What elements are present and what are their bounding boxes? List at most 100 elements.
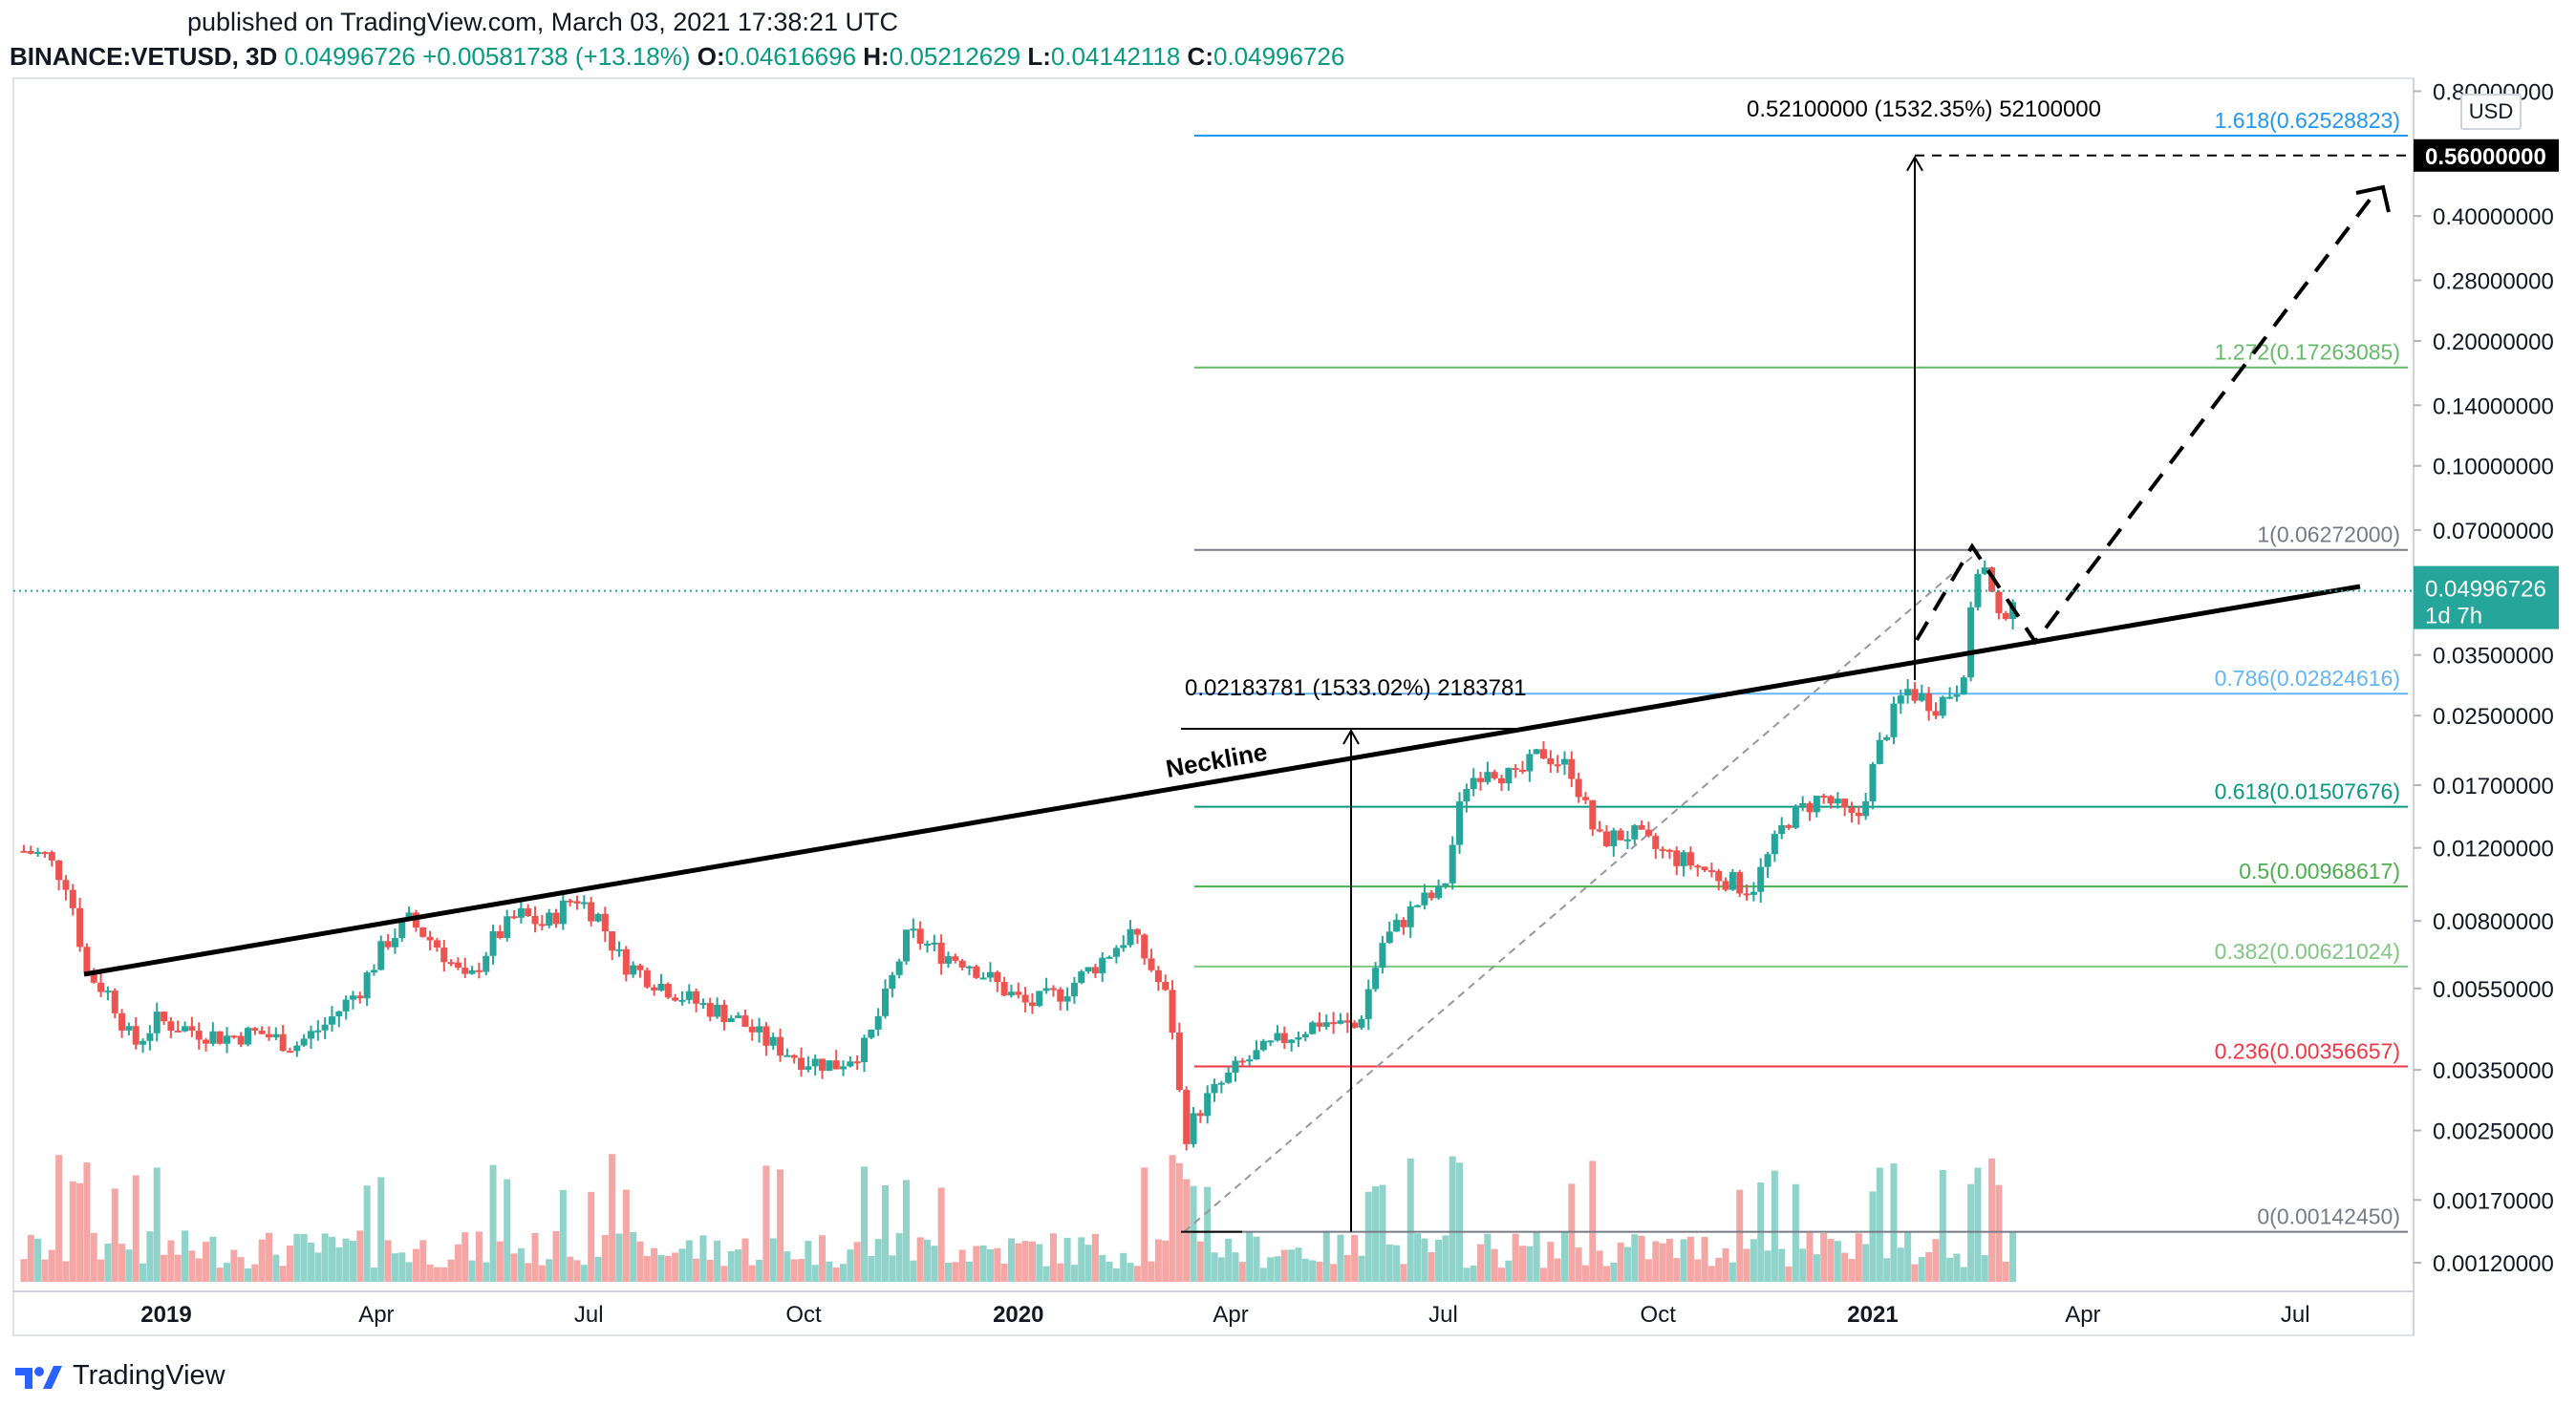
candle-body: [1007, 991, 1015, 996]
candle-body: [1463, 789, 1470, 802]
volume-bar: [1421, 1238, 1428, 1282]
x-tick-label: Jul: [1428, 1302, 1458, 1328]
candle-body: [832, 1060, 840, 1070]
x-tick-label: Apr: [1213, 1302, 1248, 1328]
candle-body: [1581, 797, 1589, 800]
candle-body: [55, 860, 63, 881]
candle-body: [34, 852, 42, 855]
volume-bar: [580, 1265, 588, 1282]
fib-level-label: 0.382(0.00621024): [2215, 939, 2400, 964]
fib-level-label: 0.5(0.00968617): [2239, 859, 2400, 884]
candle-body: [1715, 870, 1723, 882]
volume-bar: [1148, 1261, 1155, 1282]
volume-bar: [923, 1239, 931, 1282]
volume-bar: [973, 1246, 980, 1282]
volume-bar: [153, 1167, 161, 1282]
volume-bar: [748, 1265, 756, 1282]
candle-body: [588, 902, 595, 922]
volume-bar: [630, 1232, 637, 1282]
volume-bar: [1190, 1185, 1197, 1282]
candle-body: [335, 1011, 343, 1017]
volume-bar: [958, 1249, 966, 1282]
volume-bar: [1028, 1241, 1036, 1282]
candle-body: [1722, 881, 1729, 890]
brand-name: TradingView: [73, 1360, 225, 1391]
candle-body: [321, 1024, 329, 1031]
volume-bar: [2002, 1261, 2009, 1282]
candle-body: [62, 880, 70, 890]
volume-bar: [1057, 1263, 1064, 1282]
change-value: +0.00581738 (+13.18%): [422, 42, 691, 71]
volume-bar: [1939, 1169, 1946, 1282]
candle-body: [1322, 1022, 1330, 1027]
candle-body: [1631, 825, 1639, 840]
candle-body: [1372, 968, 1380, 990]
candle-body: [1799, 802, 1807, 806]
volume-bar: [1259, 1268, 1267, 1282]
candle-body: [342, 999, 350, 1012]
volume-bar: [356, 1230, 364, 1282]
candle-body: [356, 995, 364, 999]
candle-body: [1827, 796, 1835, 804]
volume-bar: [777, 1169, 784, 1282]
candle-body: [567, 900, 574, 903]
candle-body: [1337, 1020, 1344, 1024]
volume-bar: [847, 1249, 854, 1282]
volume-bar: [1372, 1186, 1380, 1282]
candle-body: [805, 1066, 812, 1070]
volume-bar: [531, 1233, 539, 1282]
volume-bar: [1042, 1266, 1050, 1282]
currency-label[interactable]: USD: [2460, 94, 2522, 130]
volume-bar: [1309, 1260, 1317, 1282]
candle-body: [1491, 772, 1498, 778]
volume-bar: [1967, 1183, 1975, 1282]
y-tick-label: 0.01700000: [2433, 774, 2554, 799]
candle-body: [573, 901, 581, 904]
candle-body: [1379, 943, 1386, 969]
symbol-label[interactable]: BINANCE:VETUSD, 3D: [10, 42, 278, 71]
volume-bar: [1078, 1237, 1085, 1282]
fib-level-label: 1(0.06272000): [2257, 522, 2400, 547]
open-label: O:: [697, 42, 725, 71]
volume-bar: [69, 1181, 76, 1282]
volume-bar: [1841, 1252, 1849, 1282]
candle-body: [1288, 1039, 1296, 1043]
volume-bar: [41, 1259, 49, 1282]
candle-body: [1694, 865, 1702, 868]
candle-body: [580, 902, 588, 905]
candle-body: [979, 977, 987, 980]
candle-body: [489, 930, 497, 956]
candle-body: [1274, 1033, 1281, 1041]
candle-body: [1665, 849, 1673, 852]
volume-bar: [1988, 1158, 1996, 1282]
candle-body: [118, 1012, 126, 1031]
volume-bar: [1036, 1244, 1043, 1282]
volume-bar: [1855, 1233, 1862, 1282]
y-tick-label: 0.10000000: [2433, 455, 2554, 480]
volume-bar: [104, 1243, 112, 1282]
candle-body: [1533, 749, 1540, 755]
volume-bar: [1316, 1261, 1323, 1282]
volume-bar: [1764, 1250, 1771, 1282]
volume-bar: [853, 1242, 861, 1282]
candle-body: [146, 1033, 154, 1041]
candle-body: [90, 971, 97, 983]
fib-level-label: 1.272(0.17263085): [2215, 340, 2400, 365]
candle-body: [1141, 934, 1148, 959]
x-tick-label: 2020: [993, 1302, 1043, 1328]
brand-logo[interactable]: TradingView: [13, 1360, 225, 1392]
volume-bar: [811, 1265, 819, 1282]
volume-bar: [1946, 1257, 1954, 1282]
candle-body: [1743, 893, 1750, 896]
published-note: published on TradingView.com, March 03, …: [187, 8, 898, 36]
candle-body: [209, 1031, 217, 1044]
volume-bar: [714, 1240, 721, 1282]
candle-body: [363, 972, 371, 999]
candle-body: [643, 969, 651, 988]
candle-body: [1428, 892, 1435, 899]
volume-bar: [1876, 1167, 1883, 1282]
candle-body: [1918, 692, 1925, 701]
candle-body: [1610, 830, 1618, 846]
volume-bar: [1491, 1248, 1498, 1282]
